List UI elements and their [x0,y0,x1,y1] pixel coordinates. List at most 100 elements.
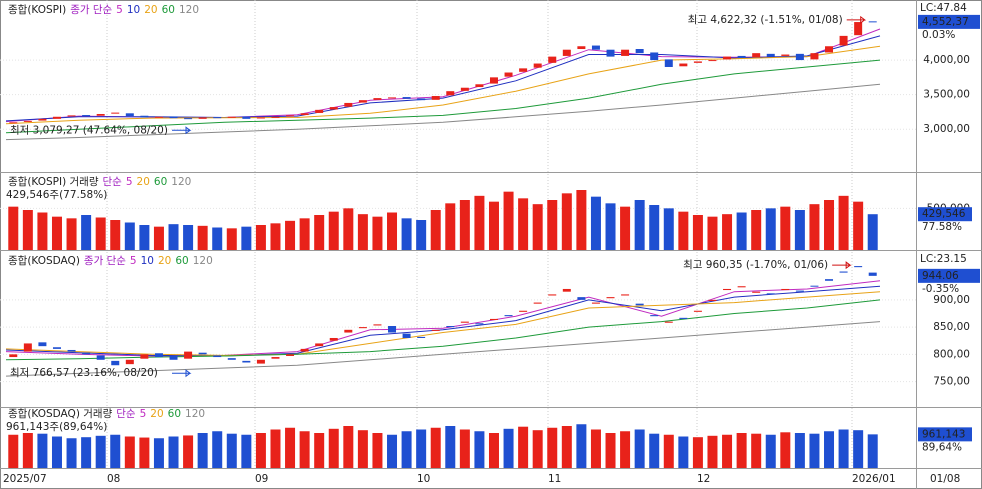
volume-bar [503,428,514,468]
volume-bar [532,204,543,250]
candle [154,116,163,118]
candle [562,288,571,292]
candle [591,302,600,304]
x-tick-label: 12 [697,473,710,485]
volume-bar [314,215,325,250]
volume-bar [722,214,733,250]
volume-bar [838,195,849,250]
volume-bar [430,427,441,468]
volume-bar [430,210,441,250]
volume-bar [8,206,19,250]
low-note: 최저 3,079,27 (47.64%, 08/20) [10,124,168,136]
candle [198,117,207,119]
panel-title: 종합(KOSDAQ) 종가 단순 5 10 20 60 120 [8,255,213,267]
panel-title: 종합(KOSPI) 거래량 단순 5 20 60 120 [8,176,191,188]
candle [300,348,309,352]
volume-bar [66,218,77,250]
candle [140,354,149,359]
candle [52,116,61,119]
volume-bar [22,433,33,468]
panel-title: 종합(KOSDAQ) [8,255,80,267]
candle [475,84,484,88]
ratio-label: 89,64% [922,441,962,453]
candle [213,117,222,119]
volume-bar [241,226,252,250]
last-label: 4,552,37 [922,16,969,28]
candle [96,355,105,360]
candle [125,113,134,117]
candle [810,53,819,60]
candle [854,22,863,36]
volume-bar [809,204,820,250]
volume-bar [95,217,106,250]
candle [562,49,571,56]
volume-bar [620,206,631,250]
legend-label: 단순 [103,176,123,188]
candle [650,315,659,317]
candle [271,357,280,359]
volume-bar [22,210,33,250]
candle [519,310,528,312]
candle [737,55,746,58]
candle [475,323,484,325]
candle [9,122,18,124]
volume-bar [168,436,179,468]
candle [825,279,834,281]
ma-line [5,83,881,141]
volume-bar [649,433,660,468]
candle [256,359,265,364]
candle [315,109,324,113]
candle [242,360,251,363]
volume-bar [488,201,499,250]
candle [9,354,18,358]
candle [548,294,557,296]
volume-bar [794,210,805,250]
volume-bar [416,220,427,250]
volume-bar [8,434,19,468]
legend-entry: 60 [154,176,167,188]
candle [752,53,761,58]
volume-bar [212,431,223,468]
legend-entry: 120 [171,176,191,188]
volume-bar [328,428,339,468]
panel-title: 종합(KOSPI) [8,4,66,16]
volume-bar [853,430,864,468]
candle [723,288,732,291]
volume-bar [663,208,674,250]
volume-bar [692,437,703,468]
last-date: 01/08 [930,473,960,485]
volume-bar [590,429,601,468]
volume-bar [110,220,121,250]
candle [388,326,397,333]
candle [489,77,498,84]
candle [839,271,848,273]
volume-bar [824,200,835,250]
volume-bar [124,222,135,250]
last-box [918,427,972,442]
volume-bar [445,203,456,250]
last-box [918,207,972,222]
volume-bar [110,434,121,468]
candle [358,327,367,329]
volume-note: 961,143주(89,64%) [6,421,107,433]
candle [125,359,134,365]
volume-bar [576,424,587,468]
volume-bar [459,429,470,468]
legend-label: 종가 단순 [70,4,112,16]
volume-note: 429,546주(77.58%) [6,189,107,201]
ratio-label: 77.58% [922,221,962,233]
ma-line [5,280,881,357]
panel-title: 종합(KOSPI) 거래량 [8,176,99,188]
candle [256,117,265,119]
x-tick-label: 11 [548,473,561,485]
volume-bar [838,429,849,468]
candle [766,293,775,295]
volume-bar [37,212,48,250]
ma-line [5,299,881,361]
volume-bar [81,437,92,468]
volume-bar [357,214,368,250]
candle [111,112,120,114]
high-note: 최고 4,622,32 (-1.51%, 01/08) [688,14,843,26]
ma-line [5,45,881,125]
